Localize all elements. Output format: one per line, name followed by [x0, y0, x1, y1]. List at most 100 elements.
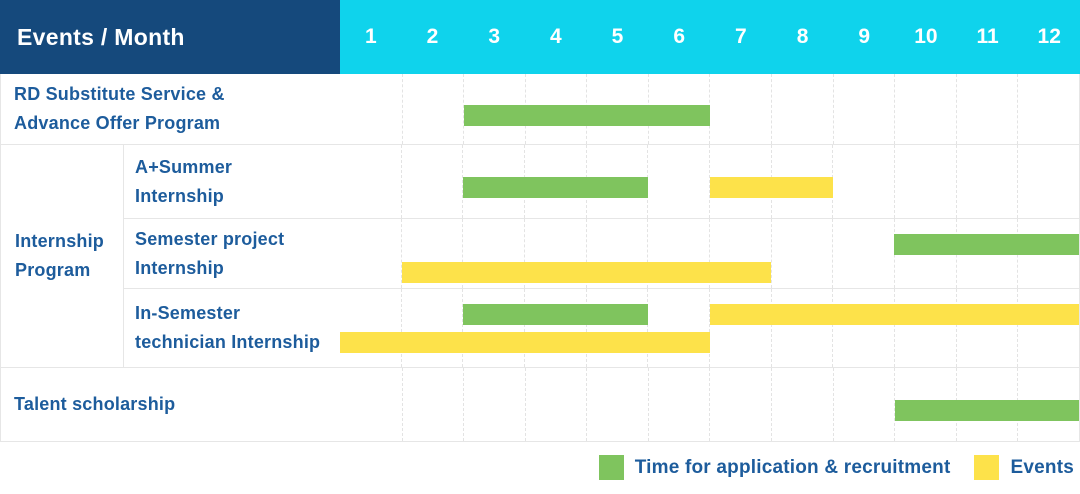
month-header-cell: 7 — [735, 25, 747, 48]
month-grid-cell — [832, 74, 895, 144]
month-grid-cell — [770, 289, 833, 367]
label-line: Internship — [15, 231, 105, 251]
month-grid-cell — [647, 145, 709, 218]
table-subrow: Semester project Internship — [124, 219, 1079, 289]
month-grid-cell — [462, 145, 524, 218]
month-grid-cell — [401, 74, 464, 144]
month-grid-cell — [1017, 289, 1079, 367]
month-grid-cell — [341, 368, 402, 441]
label-line: Internship — [135, 185, 225, 206]
month-grid-cell — [400, 289, 463, 367]
month-grid-cell — [709, 368, 771, 441]
legend-label-event: Events — [1010, 456, 1074, 478]
month-header-cell: 1 — [364, 25, 377, 48]
month-grid-cell — [586, 368, 648, 441]
table-row: Talent scholarship — [1, 368, 1079, 442]
label-line: A+Summer — [135, 156, 233, 177]
month-grid-cell — [771, 368, 833, 441]
legend-item-application: Time for application & recruitment — [598, 455, 951, 480]
month-grid-cell — [340, 219, 401, 288]
application-bar — [463, 304, 648, 325]
month-grid-cell — [401, 368, 464, 441]
header-title: Events / Month — [0, 0, 340, 74]
month-grid-cell — [462, 219, 524, 288]
month-grid-cell — [894, 74, 956, 144]
event-bar — [709, 177, 833, 199]
month-header-cell: 8 — [796, 25, 809, 48]
label-line: Advance Offer Program — [14, 113, 221, 133]
month-grid-cell — [647, 219, 709, 288]
month-grid — [340, 289, 1079, 367]
month-grid-cell — [709, 289, 771, 367]
application-bar — [894, 234, 1079, 255]
event-bar — [709, 304, 1079, 325]
month-header-cell: 9 — [858, 25, 871, 48]
group-row-block: Internship Program A+Summer Internship Semes… — [1, 145, 1079, 368]
label-line: Talent scholarship — [14, 394, 176, 414]
label-line: Internship — [135, 257, 225, 278]
month-grid-cell — [1017, 145, 1079, 218]
month-header-cell: 6 — [673, 25, 686, 48]
table-subrow: In-Semester technician Internship — [124, 289, 1079, 367]
month-grid-cell — [709, 74, 771, 144]
month-header-cell: 3 — [488, 25, 501, 48]
month-grid — [341, 368, 1079, 441]
month-grid — [341, 74, 1079, 144]
month-grid-cell — [462, 289, 524, 367]
month-grid-cell — [647, 368, 710, 441]
event-bar — [401, 262, 772, 283]
month-grid-cell — [709, 219, 771, 288]
gantt-table: Events / Month 1 2 3 4 5 6 7 8 9 10 11 12 RD Substi… — [0, 0, 1080, 442]
month-grid-cell — [400, 145, 463, 218]
month-header: 1 2 3 4 5 6 7 8 9 10 11 12 — [340, 0, 1080, 74]
month-grid-cell — [463, 368, 525, 441]
month-grid-cell — [341, 74, 402, 144]
month-grid-cell — [894, 289, 956, 367]
legend-label-application: Time for application & recruitment — [634, 456, 951, 478]
month-grid-cell — [832, 289, 894, 367]
month-grid-cell — [340, 289, 401, 367]
month-grid-cell — [647, 289, 709, 367]
application-bar — [463, 177, 648, 199]
month-grid-cell — [585, 289, 648, 367]
month-grid-cell — [770, 219, 833, 288]
month-grid-cell — [955, 145, 1018, 218]
legend: Time for application & recruitment Events — [0, 441, 1078, 494]
subrow-label: Semester project Internship — [124, 219, 340, 288]
row-label: RD Substitute Service & Advance Offer Pro… — [1, 74, 341, 144]
month-grid-cell — [1017, 74, 1079, 144]
month-header-cell: 12 — [1037, 25, 1061, 48]
group-subrows: A+Summer Internship Semester project Intern… — [124, 145, 1079, 367]
legend-swatch-application — [598, 455, 624, 480]
table-header-row: Events / Month 1 2 3 4 5 6 7 8 9 10 11 12 — [0, 0, 1080, 74]
month-header-cell: 5 — [611, 25, 624, 48]
group-label: Internship Program — [1, 145, 124, 367]
month-header-cell: 11 — [976, 25, 999, 48]
month-grid-cell — [832, 219, 894, 288]
row-label: Talent scholarship — [1, 368, 341, 441]
month-grid-cell — [585, 219, 648, 288]
month-grid-cell — [463, 74, 525, 144]
month-grid-cell — [832, 368, 895, 441]
application-bar — [894, 400, 1079, 422]
month-grid-cell — [832, 145, 894, 218]
month-grid-cell — [524, 219, 586, 288]
subrow-label: A+Summer Internship — [124, 145, 340, 218]
label-line: In-Semester — [135, 303, 241, 323]
label-line: Semester project — [135, 228, 285, 249]
legend-swatch-event — [974, 455, 1000, 480]
subrow-label: In-Semester technician Internship — [124, 289, 340, 367]
legend-item-event: Events — [974, 455, 1074, 480]
event-bar — [340, 332, 710, 353]
month-grid — [340, 219, 1079, 288]
table-body: RD Substitute Service & Advance Offer Pro… — [0, 74, 1080, 442]
month-grid-cell — [400, 219, 463, 288]
month-grid-cell — [524, 289, 586, 367]
month-grid — [340, 145, 1079, 218]
month-grid-cell — [894, 145, 956, 218]
table-row: RD Substitute Service & Advance Offer Pro… — [1, 74, 1079, 145]
month-header-cell: 4 — [550, 25, 562, 48]
month-grid-cell — [771, 74, 833, 144]
month-grid-cell — [955, 74, 1018, 144]
label-line: Program — [15, 260, 91, 280]
